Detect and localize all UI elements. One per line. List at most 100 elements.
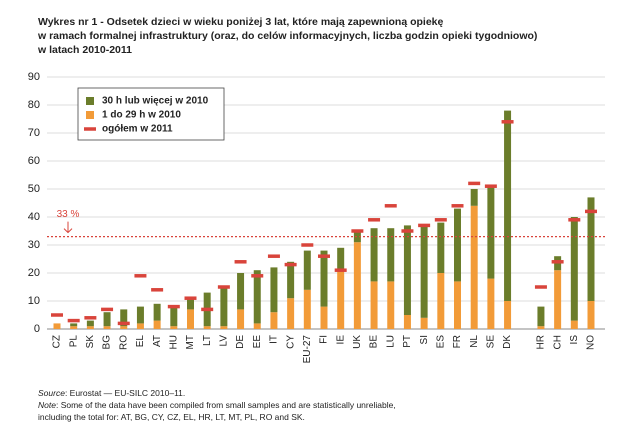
- legend-label: ogółem w 2011: [102, 124, 173, 135]
- x-tick-label: PL: [68, 335, 79, 348]
- y-tick-label: 20: [28, 267, 40, 279]
- bar-segment: [504, 110, 512, 301]
- bar-segment: [86, 320, 94, 327]
- x-tick-label: IT: [269, 335, 280, 344]
- bar-segment: [437, 273, 445, 329]
- legend-label: 30 h lub więcej w 2010: [102, 96, 209, 107]
- bar-segment: [570, 320, 578, 329]
- bar-segment: [153, 303, 161, 321]
- y-tick-label: 60: [28, 155, 40, 167]
- bar-segment: [487, 186, 495, 279]
- y-tick-label: 0: [34, 323, 40, 335]
- bar-segment: [70, 326, 78, 329]
- bar-segment: [120, 326, 128, 329]
- bar-segment: [270, 312, 278, 329]
- bar-segment: [353, 231, 361, 243]
- bar-segment: [537, 306, 545, 327]
- bar-segment: [136, 306, 144, 324]
- y-tick-label: 80: [28, 99, 40, 111]
- bar-segment: [103, 326, 111, 329]
- bar-segment: [170, 306, 178, 327]
- bar-segment: [403, 315, 411, 329]
- footnote: including the total for: AT, BG, CY, CZ,…: [38, 412, 305, 422]
- bar-segment: [253, 323, 261, 329]
- bar-segment: [220, 326, 228, 329]
- bar-segment: [537, 326, 545, 329]
- x-tick-label: HU: [168, 335, 179, 349]
- footnote-part: including the total for: AT, BG, CY, CZ,…: [38, 412, 305, 422]
- x-tick-label: ES: [435, 335, 446, 349]
- bar-segment: [587, 197, 595, 301]
- y-tick-label: 70: [28, 127, 40, 139]
- legend-box: [77, 87, 225, 141]
- x-tick-label: SE: [486, 335, 497, 349]
- x-tick-label: DE: [235, 335, 246, 349]
- reference-label: 33 %: [57, 209, 80, 220]
- bar-segment: [403, 225, 411, 315]
- x-tick-label: MT: [185, 335, 196, 349]
- chart-title: Wykres nr 1 - Odsetek dzieci w wieku pon…: [38, 16, 444, 28]
- bar-segment: [587, 301, 595, 329]
- chart-title: w ramach formalnej infrastruktury (oraz,…: [37, 30, 537, 42]
- bar-segment: [220, 287, 228, 327]
- bar-segment: [487, 278, 495, 329]
- bar-segment: [470, 189, 478, 206]
- x-tick-label: NL: [469, 335, 480, 348]
- bar-segment: [153, 320, 161, 329]
- bar-segment: [237, 309, 245, 329]
- bar-segment: [303, 289, 311, 329]
- bar-segment: [136, 323, 144, 329]
- x-tick-label: LU: [385, 335, 396, 348]
- bar-segment: [504, 301, 512, 329]
- footnote-part: Source: [38, 388, 65, 398]
- bar-segment: [287, 261, 295, 299]
- bar-segment: [270, 267, 278, 313]
- x-tick-label: DK: [502, 335, 513, 349]
- x-tick-label: PT: [402, 335, 413, 348]
- bar-segment: [320, 250, 328, 307]
- bar-segment: [420, 225, 428, 318]
- y-tick-label: 50: [28, 183, 40, 195]
- bar-segment: [253, 270, 261, 324]
- bar-segment: [103, 312, 111, 327]
- x-tick-label: IS: [569, 335, 580, 345]
- x-tick-label: SI: [419, 335, 430, 344]
- legend-swatch: [86, 97, 94, 105]
- footnote: Note: Some of the data have been compile…: [38, 400, 396, 410]
- footnote-part: : Eurostat — EU-SILC 2010–11.: [65, 388, 185, 398]
- bar-segment: [454, 208, 461, 282]
- legend-label: 1 do 29 h w 2010: [102, 110, 181, 121]
- x-tick-label: SK: [85, 335, 96, 349]
- y-tick-label: 40: [28, 211, 40, 223]
- x-tick-label: EU-27: [302, 335, 313, 364]
- y-tick-label: 30: [28, 239, 40, 251]
- x-tick-label: HR: [536, 335, 547, 349]
- y-tick-label: 10: [28, 295, 40, 307]
- x-tick-label: NO: [586, 335, 597, 350]
- bar-segment: [554, 270, 562, 329]
- bar-segment: [387, 281, 395, 329]
- bar-segment: [320, 306, 328, 329]
- x-tick-label: FR: [452, 335, 463, 348]
- footnote-part: Note: [38, 400, 56, 410]
- bar-segment: [70, 323, 78, 327]
- x-tick-label: AT: [152, 335, 163, 347]
- bar-segment: [187, 298, 194, 310]
- x-tick-label: EE: [252, 335, 263, 349]
- x-tick-label: UK: [352, 335, 363, 349]
- bar-segment: [353, 242, 361, 329]
- bar-segment: [53, 323, 61, 329]
- bar-segment: [570, 217, 578, 321]
- bar-segment: [337, 270, 345, 329]
- bar-segment: [120, 309, 128, 327]
- x-tick-label: IE: [335, 335, 346, 345]
- x-tick-label: LT: [202, 335, 213, 346]
- bar-segment: [203, 326, 211, 329]
- bar-segment: [370, 281, 378, 329]
- x-tick-label: BG: [102, 335, 113, 350]
- bar-segment: [370, 228, 378, 282]
- footnote: Source: Eurostat — EU-SILC 2010–11.: [38, 388, 185, 398]
- x-tick-label: LV: [219, 335, 230, 347]
- footnote-part: : Some of the data have been compiled fr…: [56, 400, 396, 410]
